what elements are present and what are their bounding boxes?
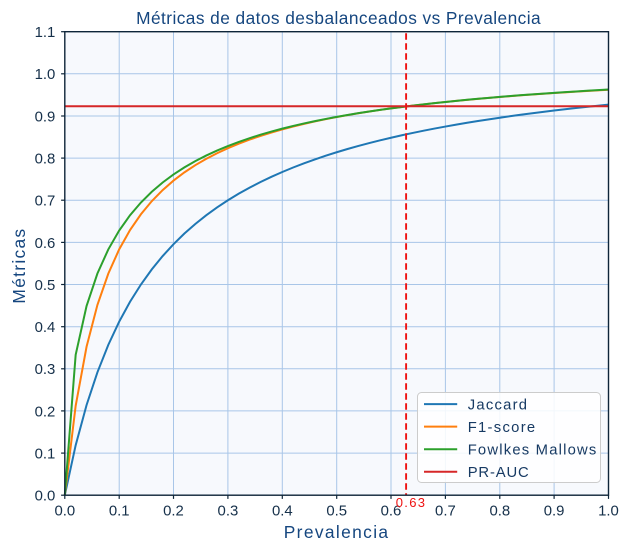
svg-text:0.8: 0.8 (35, 152, 56, 168)
svg-text:Métricas de datos desbalancead: Métricas de datos desbalanceados vs Prev… (136, 8, 541, 28)
svg-text:0.9: 0.9 (544, 503, 565, 519)
svg-text:0.4: 0.4 (272, 503, 293, 519)
svg-text:0.1: 0.1 (35, 447, 56, 463)
svg-text:0.9: 0.9 (35, 109, 56, 125)
svg-text:0.0: 0.0 (35, 489, 56, 505)
svg-text:0.5: 0.5 (326, 503, 347, 519)
svg-text:0.2: 0.2 (35, 404, 56, 420)
svg-text:0.0: 0.0 (54, 503, 75, 519)
svg-text:Prevalencia: Prevalencia (284, 522, 390, 542)
svg-text:1.0: 1.0 (598, 503, 619, 519)
svg-text:0.3: 0.3 (35, 362, 56, 378)
svg-text:1.1: 1.1 (35, 25, 56, 41)
svg-text:1.0: 1.0 (35, 67, 56, 83)
svg-text:0.6: 0.6 (381, 503, 402, 519)
svg-text:Fowlkes Mallows: Fowlkes Mallows (468, 443, 598, 459)
svg-text:0.5: 0.5 (35, 278, 56, 294)
svg-text:Jaccard: Jaccard (468, 397, 529, 413)
svg-text:0.2: 0.2 (163, 503, 184, 519)
svg-text:0.4: 0.4 (35, 320, 56, 336)
svg-text:0.3: 0.3 (218, 503, 239, 519)
svg-text:Métricas: Métricas (9, 228, 29, 304)
svg-text:PR-AUC: PR-AUC (468, 465, 530, 481)
svg-text:0.63: 0.63 (396, 495, 427, 510)
svg-text:F1-score: F1-score (468, 420, 537, 436)
svg-text:0.7: 0.7 (35, 194, 56, 210)
svg-text:0.1: 0.1 (109, 503, 130, 519)
svg-text:0.6: 0.6 (35, 236, 56, 252)
svg-text:0.8: 0.8 (489, 503, 510, 519)
svg-text:0.7: 0.7 (435, 503, 456, 519)
